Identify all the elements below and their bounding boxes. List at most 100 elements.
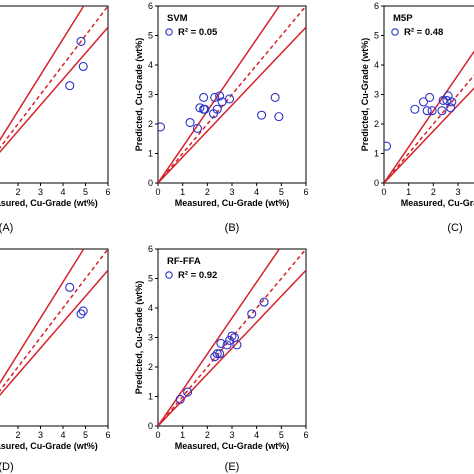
model-title: SVM [167, 13, 188, 24]
x-tick-label: 6 [303, 430, 308, 440]
x-tick-label: 0 [155, 187, 160, 197]
y-tick-label: 1 [148, 392, 153, 402]
x-tick-label: 4 [60, 187, 65, 197]
x-tick-label: 1 [180, 430, 185, 440]
data-point-4 [427, 106, 437, 116]
identity-line [0, 6, 108, 149]
data-point-4 [215, 349, 225, 359]
reference-lines [0, 6, 108, 153]
data-point-11 [446, 103, 456, 113]
x-tick-label: 2 [15, 430, 20, 440]
x-tick-label: 2 [15, 187, 20, 197]
panel-label: (D) [0, 461, 14, 473]
data-point-5 [216, 338, 226, 348]
y-tick-label: 3 [148, 333, 153, 343]
reference-lines [158, 6, 306, 183]
reference-lines [384, 50, 474, 183]
x-tick-label: 5 [279, 430, 284, 440]
x-tick-label: 6 [303, 187, 308, 197]
x-axis-label: Measured, Cu-Grade (wt%) [401, 198, 474, 208]
panel-label: (C) [447, 222, 462, 234]
data-point-12 [224, 94, 235, 104]
legend-marker [165, 271, 173, 279]
data-point-3 [212, 349, 222, 359]
data-point-2 [418, 97, 429, 107]
data-point-8 [227, 331, 237, 341]
data-point-9 [210, 92, 220, 102]
data-point-8 [78, 306, 88, 316]
data-points [175, 297, 269, 405]
x-tick-label: 3 [38, 430, 43, 440]
x-tick-label: 0 [381, 187, 386, 197]
data-point-7 [76, 309, 86, 319]
data-point-10 [215, 91, 225, 101]
data-point-0 [175, 394, 185, 405]
y-axis-label: Predicted, Cu-Grade (wt%) [134, 38, 144, 152]
data-point-0 [158, 122, 166, 132]
y-tick-label: 1 [374, 149, 379, 159]
data-point-9 [443, 91, 453, 101]
data-point-7 [224, 335, 235, 346]
x-axis-label: Measured, Cu-Grade (wt%) [175, 441, 290, 451]
x-tick-label: 2 [431, 187, 436, 197]
data-point-6 [437, 106, 447, 116]
y-tick-label: 4 [374, 60, 379, 70]
x-tick-label: 1 [180, 187, 185, 197]
data-point-14 [270, 92, 280, 102]
y-axis-label: Predicted, Cu-Grade (wt%) [134, 281, 144, 395]
reference-lines [158, 249, 306, 426]
upper-bound-line [384, 50, 474, 183]
data-point-6 [222, 340, 232, 350]
y-tick-label: 4 [148, 303, 153, 313]
x-tick-label: 5 [83, 430, 88, 440]
x-tick-label: 3 [455, 187, 460, 197]
x-axis-label: Measured, Cu-Grade (wt%) [175, 198, 290, 208]
data-point-6 [65, 282, 75, 292]
data-point-2 [192, 123, 203, 133]
data-point-2 [210, 352, 220, 362]
y-tick-label: 4 [148, 60, 153, 70]
panel-label: (E) [225, 461, 240, 473]
data-point-10 [229, 332, 240, 343]
panel-label: (B) [225, 222, 240, 234]
data-point-5 [425, 92, 435, 102]
panel-label: (A) [0, 222, 13, 234]
panel-1: 0 1 2 3 4 5 6 0 1 2 3 4 5 6 Measured, Cu-Grade (wt%) Pr… [134, 1, 309, 234]
y-tick-label: 2 [148, 119, 153, 129]
reference-lines [0, 249, 108, 396]
x-tick-label: 5 [83, 187, 88, 197]
lower-bound-line [384, 87, 474, 183]
y-tick-label: 6 [148, 244, 153, 254]
data-point-1 [185, 117, 195, 128]
y-tick-label: 6 [374, 1, 379, 11]
x-tick-label: 4 [254, 187, 259, 197]
data-point-12 [259, 297, 269, 307]
y-tick-label: 1 [148, 149, 153, 159]
plot-frame [0, 248, 109, 427]
data-point-10 [447, 97, 457, 107]
data-point-5 [200, 104, 210, 114]
data-point-8 [442, 95, 452, 105]
r-squared-label: R² = 0.05 [178, 27, 218, 38]
y-tick-label: 3 [374, 90, 379, 100]
y-tick-label: 0 [148, 178, 153, 188]
model-title: M5P [393, 13, 413, 24]
data-point-13 [257, 110, 267, 120]
legend-marker [165, 28, 173, 36]
upper-bound-line [158, 249, 281, 426]
x-tick-label: 6 [105, 187, 110, 197]
x-tick-label: 3 [229, 430, 234, 440]
data-point-0 [384, 141, 392, 151]
identity-line [384, 74, 474, 183]
identity-line [158, 6, 306, 183]
data-point-1 [410, 104, 420, 114]
lower-bound-line [158, 26, 306, 183]
data-point-8 [212, 104, 222, 114]
lower-bound-line [0, 269, 108, 396]
x-tick-label: 2 [205, 430, 210, 440]
y-tick-label: 2 [374, 119, 379, 129]
y-tick-label: 6 [148, 1, 153, 11]
data-point-15 [274, 112, 284, 122]
